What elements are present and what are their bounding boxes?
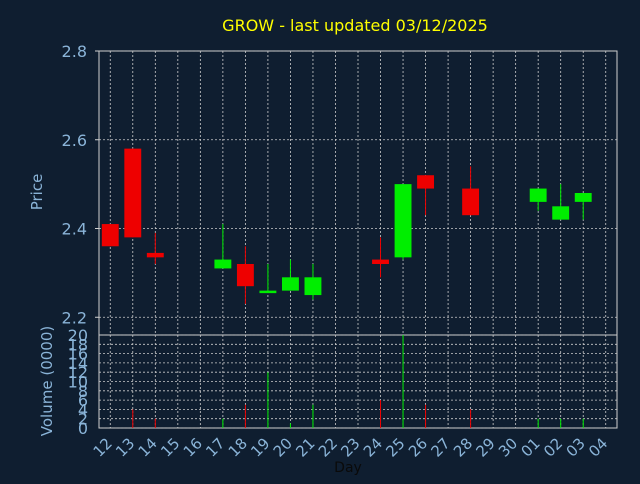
- candle-body: [259, 290, 277, 294]
- volume-tick-label: 20: [68, 326, 88, 345]
- volume-tick-label: 4: [78, 400, 88, 419]
- volume-axis-label: Volume (0000): [38, 326, 56, 436]
- volume-tick-label: 0: [78, 419, 88, 438]
- candle-body: [462, 188, 480, 216]
- candle-body: [552, 206, 570, 220]
- candles-group: [101, 148, 592, 304]
- chart-title: GROW - last updated 03/12/2025: [222, 16, 488, 35]
- candle-body: [101, 224, 119, 247]
- candle-body: [529, 188, 547, 202]
- candle-body: [281, 277, 299, 291]
- x-tick-labels: 1213141516171819202122232425262728293001…: [90, 434, 612, 460]
- candle-body: [574, 193, 592, 202]
- candle-body: [146, 252, 164, 258]
- volume-tick-label: 2: [78, 410, 88, 429]
- volume-tick-label: 16: [68, 345, 88, 364]
- volume-bars-group: [132, 335, 584, 428]
- candle-body: [236, 264, 254, 287]
- candle-body: [394, 184, 412, 258]
- candle-body: [124, 148, 142, 238]
- candle-body: [372, 259, 389, 264]
- volume-tick-label: 8: [78, 382, 88, 401]
- volume-tick-label: 6: [78, 391, 88, 410]
- candle-body: [304, 277, 322, 296]
- candle-body: [417, 175, 435, 189]
- x-tick-label: 04: [585, 434, 611, 460]
- price-axis-label: Price: [28, 174, 46, 211]
- price-tick-label: 2.6: [62, 131, 87, 150]
- volume-tick-label: 18: [68, 335, 88, 354]
- price-tick-label: 2.4: [62, 220, 87, 239]
- volume-tick-label: 14: [68, 354, 88, 373]
- candle-body: [214, 259, 232, 269]
- volume-tick-label: 12: [68, 363, 88, 382]
- volume-tick-label: 10: [68, 373, 88, 392]
- price-panel: 2.2 2.4 2.6 2.8: [62, 42, 618, 336]
- price-tick-label: 2.2: [62, 308, 87, 327]
- x-axis-label: Day: [334, 460, 362, 476]
- price-tick-label: 2.8: [62, 42, 87, 61]
